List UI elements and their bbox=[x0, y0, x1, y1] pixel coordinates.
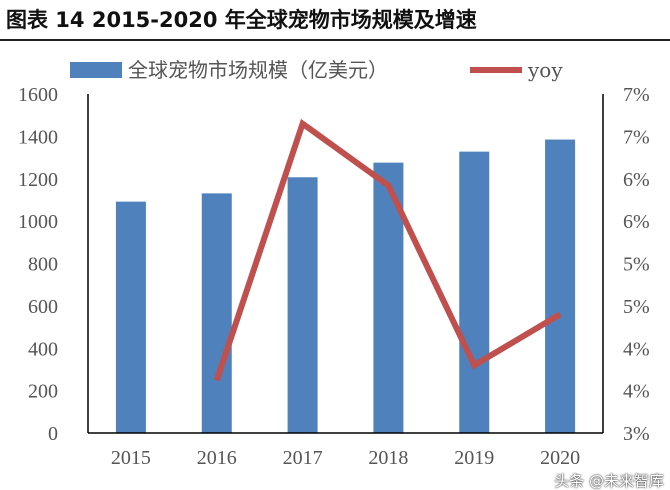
right-tick-label: 3% bbox=[623, 423, 650, 445]
right-tick-label: 6% bbox=[623, 169, 650, 191]
left-tick-label: 1600 bbox=[18, 84, 58, 106]
bar-2019 bbox=[459, 152, 489, 433]
right-tick-label: 7% bbox=[623, 126, 650, 148]
left-tick-label: 1200 bbox=[18, 169, 58, 191]
right-tick-label: 7% bbox=[623, 84, 650, 106]
left-tick-label: 0 bbox=[48, 423, 58, 445]
left-tick-label: 1400 bbox=[18, 126, 58, 148]
x-tick-label: 2015 bbox=[111, 447, 151, 469]
x-tick-label: 2017 bbox=[283, 447, 323, 469]
x-tick-label: 2018 bbox=[368, 447, 408, 469]
right-tick-label: 6% bbox=[623, 211, 650, 233]
watermark: 头条 @未来智库 bbox=[554, 474, 664, 489]
legend-line-label: yoy bbox=[527, 58, 563, 82]
right-tick-label: 5% bbox=[623, 296, 650, 318]
right-tick-label: 4% bbox=[623, 338, 650, 360]
legend-bar-swatch bbox=[70, 62, 122, 78]
x-tick-label: 2019 bbox=[454, 447, 494, 469]
right-tick-label: 4% bbox=[623, 381, 650, 403]
right-tick-label: 5% bbox=[623, 254, 650, 276]
x-tick-label: 2016 bbox=[197, 447, 237, 469]
left-tick-label: 400 bbox=[28, 338, 58, 360]
left-tick-label: 600 bbox=[28, 296, 58, 318]
left-tick-label: 200 bbox=[28, 381, 58, 403]
left-tick-label: 1000 bbox=[18, 211, 58, 233]
left-tick-label: 800 bbox=[28, 254, 58, 276]
bar-2017 bbox=[288, 177, 318, 433]
bar-2020 bbox=[545, 140, 575, 433]
bar-2016 bbox=[202, 193, 232, 433]
legend-bar-label: 全球宠物市场规模（亿美元） bbox=[128, 58, 388, 82]
x-tick-label: 2020 bbox=[540, 447, 580, 469]
bar-2015 bbox=[116, 202, 146, 433]
